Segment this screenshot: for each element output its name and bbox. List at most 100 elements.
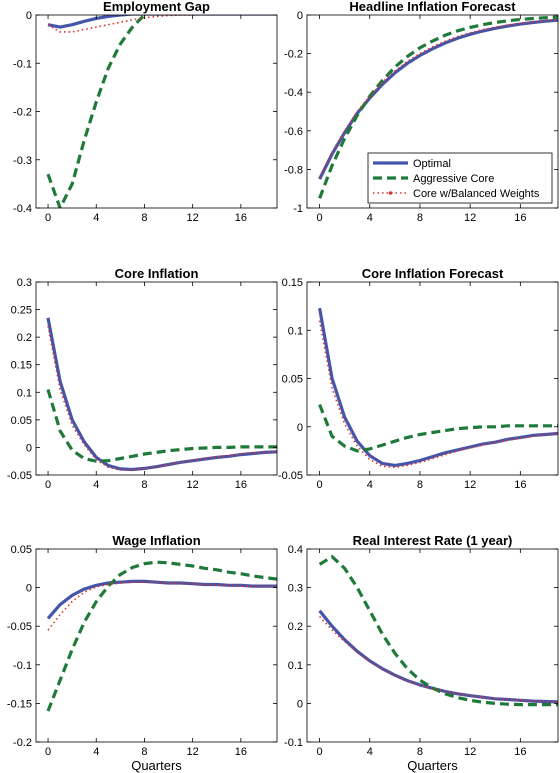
- panel-title: Wage Inflation: [112, 533, 200, 548]
- y-tick-label: 0: [26, 583, 32, 595]
- x-tick-label: 8: [417, 212, 423, 224]
- y-tick-label: -0.05: [7, 470, 32, 482]
- x-tick-label: 16: [235, 479, 247, 491]
- x-tick-label: 8: [417, 746, 423, 758]
- y-tick-label: 0: [26, 10, 32, 22]
- x-tick-label: 0: [316, 746, 322, 758]
- panel-2: 0 4 8 12 16 0.3 0.25 0.2 0.15 0.1 0.05 0 -0.05 Core I…: [7, 266, 278, 491]
- series-group: [46, 317, 277, 472]
- y-tick-label: -0.1: [13, 660, 32, 672]
- x-tick-label: 0: [45, 746, 51, 758]
- x-tick-label: 0: [45, 479, 51, 491]
- x-tick-label: 12: [464, 479, 476, 491]
- y-tick-label: 0.2: [288, 621, 303, 633]
- legend-label-optimal: Optimal: [413, 158, 451, 170]
- series-optimal-line: [318, 18, 558, 180]
- axes-box: [35, 14, 278, 209]
- y-tick-label: 0.05: [11, 415, 32, 427]
- x-tick-label: 8: [141, 746, 147, 758]
- axes-box: [306, 548, 559, 743]
- x-tick-label: 12: [187, 746, 199, 758]
- y-tick-label: -0.1: [284, 737, 303, 749]
- y-tick-label: 0.3: [288, 583, 303, 595]
- y-tick-label: -0.15: [7, 698, 32, 710]
- panel-title: Employment Gap: [103, 0, 210, 14]
- panel-title: Headline Inflation Forecast: [349, 0, 516, 14]
- y-tick-label: 0.05: [11, 544, 32, 556]
- y-tick-label: 0.1: [17, 387, 32, 399]
- y-tick-label: -0.4: [13, 203, 32, 215]
- panel-4: 0 4 8 12 16 0.05 0 -0.05 -0.1 -0.15 -0.2 Wage Infla…: [7, 533, 278, 773]
- legend-label-balanced-weights: Core w/Balanced Weights: [413, 188, 540, 200]
- x-tick-label: 8: [141, 479, 147, 491]
- panel-3: 0 4 8 12 16 0.15 0.1 0.05 0 -0.05 Core Inflation F…: [278, 266, 559, 491]
- x-tick-label: 8: [417, 479, 423, 491]
- x-tick-label: 8: [141, 212, 147, 224]
- x-tick-label: 4: [93, 479, 99, 491]
- series-group: [318, 15, 558, 199]
- series-aggressive-core-line: [318, 404, 558, 453]
- series-optimal-line: [318, 609, 558, 704]
- legend-label-aggressive-core: Aggressive Core: [413, 173, 494, 185]
- x-tick-label: 16: [514, 746, 526, 758]
- y-tick-label: -1: [293, 203, 303, 215]
- axes-box: [35, 281, 278, 476]
- y-tick-label: -0.1: [13, 58, 32, 70]
- x-tick-label: 16: [235, 746, 247, 758]
- legend-marker: [388, 191, 393, 195]
- y-tick-label: 0.1: [288, 660, 303, 672]
- series-optimal-line: [47, 15, 277, 29]
- series-optimal-line: [46, 317, 277, 472]
- y-tick-label: 0.1: [288, 325, 303, 337]
- y-tick-label: -0.2: [284, 49, 303, 61]
- y-tick-label: -0.4: [284, 87, 303, 99]
- y-tick-label: 0.15: [11, 360, 32, 372]
- legend: Optimal Aggressive Core Core w/Balanced We…: [367, 152, 553, 204]
- y-tick-label: 0.05: [282, 374, 303, 386]
- x-axis-label: Quarters: [407, 758, 458, 773]
- y-tick-label: 0.2: [17, 332, 32, 344]
- y-tick-label: 0: [297, 698, 303, 710]
- y-tick-label: -0.2: [13, 737, 32, 749]
- x-tick-label: 0: [316, 479, 322, 491]
- series-group: [318, 307, 558, 469]
- x-tick-label: 4: [367, 212, 373, 224]
- series-balanced-weights-line: [318, 320, 558, 469]
- y-tick-label: -0.6: [284, 126, 303, 138]
- y-tick-label: 0.3: [17, 277, 32, 289]
- series-balanced-weights-line: [319, 615, 558, 703]
- panel-title: Core Inflation: [115, 266, 199, 281]
- series-group: [46, 15, 277, 208]
- panel-0: 0 4 8 12 16 0 -0.1 -0.2 -0.3 -0.4 Employment Gap: [13, 0, 278, 224]
- y-tick-label: -0.2: [13, 107, 32, 119]
- series-group: [46, 560, 277, 712]
- x-tick-label: 16: [514, 212, 526, 224]
- panel-5: 0 4 8 12 16 0.4 0.3 0.2 0.1 0 -0.1 Real Interest Ra…: [284, 533, 559, 773]
- series-balanced-weights-line: [47, 581, 277, 631]
- y-tick-label: 0.15: [282, 277, 303, 289]
- series-aggressive-core-line: [46, 15, 148, 208]
- series-balanced-weights-line: [47, 15, 277, 33]
- panel-title: Core Inflation Forecast: [362, 266, 504, 281]
- x-tick-label: 16: [514, 479, 526, 491]
- x-axis-label: Quarters: [131, 758, 182, 773]
- y-tick-label: -0.05: [7, 621, 32, 633]
- series-aggressive-core-line: [46, 560, 277, 712]
- x-tick-label: 4: [367, 746, 373, 758]
- axes-box: [306, 14, 559, 209]
- axes-box: [35, 548, 278, 743]
- y-tick-label: -0.8: [284, 164, 303, 176]
- legend-box: [367, 152, 553, 204]
- x-tick-label: 4: [93, 212, 99, 224]
- y-tick-label: 0.25: [11, 305, 32, 317]
- x-tick-label: 12: [187, 212, 199, 224]
- y-tick-label: 0: [297, 422, 303, 434]
- y-tick-label: -0.05: [278, 470, 303, 482]
- x-tick-label: 0: [45, 212, 51, 224]
- series-optimal-line: [318, 307, 558, 467]
- x-tick-label: 16: [235, 212, 247, 224]
- series-group: [318, 555, 558, 707]
- x-tick-label: 12: [187, 479, 199, 491]
- x-tick-label: 0: [316, 212, 322, 224]
